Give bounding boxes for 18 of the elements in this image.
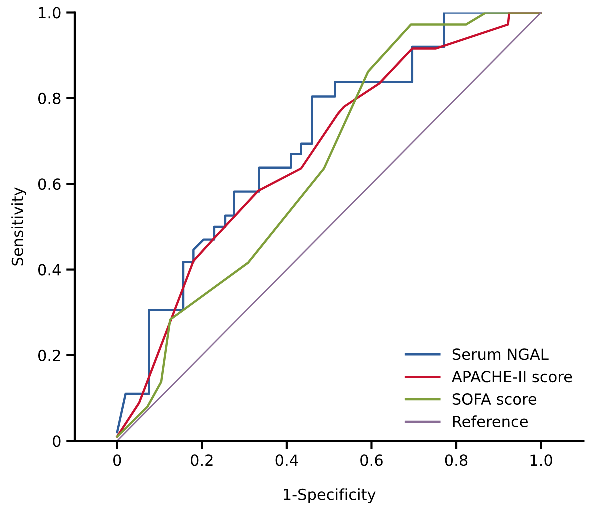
legend-label: APACHE-II score	[452, 371, 572, 383]
y-tick-label: 0.4	[38, 264, 61, 276]
x-tick-label: 0.8	[445, 454, 468, 466]
y-tick-label: 1.0	[39, 7, 61, 19]
y-tick-label: 0.6	[38, 178, 61, 190]
y-tick-label: 0	[53, 436, 61, 448]
legend-label: SOFA score	[452, 394, 537, 406]
y-axis-title: Sensitivity	[12, 188, 26, 266]
x-tick-label: 0.4	[276, 454, 298, 466]
x-tick-label: 0.2	[191, 454, 213, 466]
x-tick-label: 0.6	[360, 454, 383, 466]
x-tick-label: 0	[114, 454, 122, 466]
legend-label: Serum NGAL	[452, 348, 549, 360]
x-tick-label: 1.0	[530, 454, 552, 466]
y-tick-label: 0.2	[38, 350, 60, 362]
legend-label: Reference	[453, 416, 528, 428]
y-tick-label: 0.8	[38, 92, 61, 104]
x-axis-title: 1-Specificity	[284, 488, 376, 504]
